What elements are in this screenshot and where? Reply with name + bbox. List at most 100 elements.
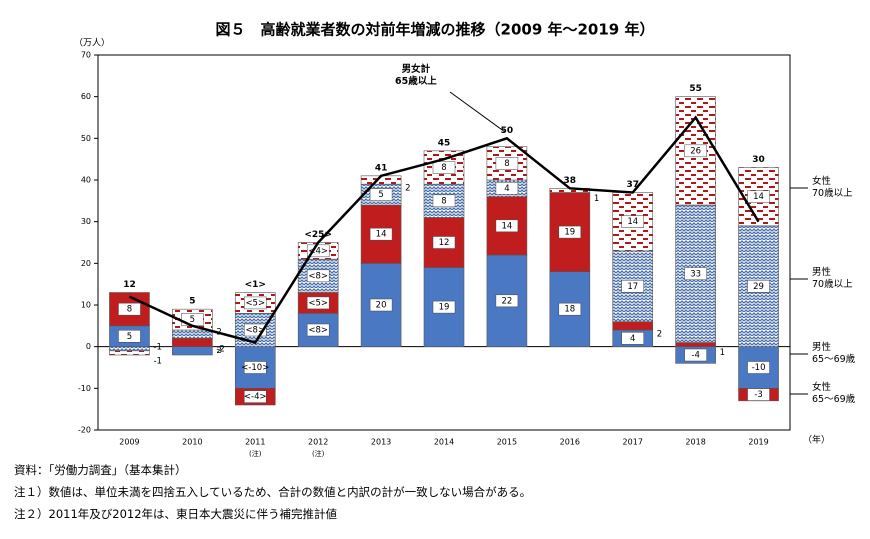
data-label: 33: [690, 269, 701, 279]
note: 注１）数値は、単位未満を四捨五入しているため、合計の数値と内訳の計が一致しない場…: [14, 485, 532, 499]
data-label: <5>: [308, 298, 328, 308]
data-label: 20: [376, 301, 387, 311]
data-label: 19: [564, 228, 575, 238]
data-label: 14: [501, 221, 512, 231]
x-tick-label: 2016: [560, 438, 580, 447]
label-box: [369, 188, 393, 201]
y-axis-label: （万人）: [74, 38, 110, 49]
data-label: 18: [564, 305, 575, 315]
data-label: <8>: [245, 326, 265, 336]
x-axis-label: （年）: [803, 434, 830, 446]
bar-segment: [675, 342, 716, 347]
data-label: 4: [504, 184, 509, 194]
label-box: [244, 361, 267, 374]
y-tick-label: 30: [81, 217, 91, 226]
x-tick-label: 2019: [748, 438, 768, 447]
label-box: [621, 215, 644, 228]
legend-entry: 女性 65～69歳: [812, 382, 856, 405]
plot-frame: [97, 54, 791, 431]
label-box: [306, 269, 330, 283]
label-box: [684, 267, 707, 280]
data-label: <4>: [308, 246, 328, 256]
label-box: [432, 236, 456, 249]
y-tick-label: 50: [81, 134, 91, 143]
label-box: [684, 348, 707, 362]
total-label: 50: [501, 126, 514, 136]
data-label: -2: [216, 344, 224, 354]
data-label: 1: [594, 194, 599, 204]
x-tick-label: 2013: [371, 438, 391, 447]
label-box: [747, 361, 770, 374]
label-box: [558, 225, 582, 239]
data-label: 5: [378, 190, 383, 200]
data-label: -1: [153, 356, 161, 366]
total-label: <25>: [304, 230, 332, 240]
label-box: [621, 332, 644, 345]
data-label: <5>: [245, 298, 265, 308]
legend-entry: 男性 70歳以上: [812, 267, 853, 290]
x-tick-label: 2017: [623, 438, 643, 447]
label-box: [369, 227, 393, 241]
label-box: [495, 157, 519, 170]
bar-segment: [612, 321, 654, 331]
data-label: <8>: [308, 326, 328, 336]
label-box: [432, 300, 456, 314]
y-tick-label: 0: [86, 342, 91, 351]
data-label: <8>: [308, 271, 328, 281]
data-label: 4: [630, 334, 635, 344]
total-label: 45: [438, 138, 451, 148]
total-label: 5: [189, 297, 195, 307]
data-label: 29: [753, 282, 764, 292]
data-label: 5: [127, 332, 132, 342]
label-box: [747, 388, 770, 401]
label-box: [118, 330, 141, 343]
data-label: 19: [439, 303, 450, 313]
data-label: 14: [376, 230, 387, 240]
bar-segment: [109, 346, 150, 352]
legend-entry: 女性 70歳以上: [812, 176, 853, 199]
bar-segment: [172, 346, 213, 356]
label-box: [118, 302, 141, 316]
data-label: 14: [627, 217, 638, 227]
label-box: [684, 144, 707, 158]
label-box: [244, 296, 267, 310]
chart: 図５ 高齢就業者数の対前年増減の推移（2009 年～2019 年） （万人） （…: [74, 21, 830, 459]
chart-title: 図５ 高齢就業者数の対前年増減の推移（2009 年～2019 年）: [216, 21, 655, 39]
bar-segment: [172, 329, 213, 339]
legend-entry: 男性 65～69歳: [812, 342, 856, 365]
label-box: [747, 280, 770, 293]
label-box: [369, 298, 393, 312]
data-label: 22: [501, 296, 512, 306]
data-label: 8: [504, 159, 509, 169]
x-tick-note: (注): [312, 449, 325, 458]
label-box: [495, 294, 519, 308]
x-tick-label: 2009: [119, 438, 139, 447]
total-line: [128, 115, 760, 344]
data-label: 2: [405, 184, 410, 194]
label-box: [306, 296, 330, 310]
line-annotation: 男女計 65歳以上: [395, 64, 437, 87]
data-label: 12: [439, 238, 450, 248]
total-label: 30: [752, 155, 765, 165]
data-label: 17: [627, 282, 638, 292]
label-box: [306, 323, 330, 337]
data-label: <-4>: [244, 392, 267, 402]
label-box: [244, 390, 267, 403]
x-tick-label: 2012: [308, 438, 328, 447]
label-box: [558, 302, 582, 316]
annotation-arrow: [449, 91, 506, 133]
data-label: -1: [153, 342, 161, 352]
total-label: 38: [564, 176, 577, 186]
total-label: <1>: [245, 280, 266, 290]
x-tick-label: 2018: [685, 438, 705, 447]
label-box: [747, 190, 770, 203]
data-label: 2: [216, 346, 221, 356]
data-label: 2: [657, 329, 662, 339]
label-box: [495, 219, 519, 233]
data-label: 8: [441, 163, 446, 173]
total-label: 55: [689, 84, 702, 94]
data-label: 14: [753, 192, 764, 202]
total-label: 41: [375, 163, 388, 173]
x-tick-label: 2015: [497, 438, 517, 447]
